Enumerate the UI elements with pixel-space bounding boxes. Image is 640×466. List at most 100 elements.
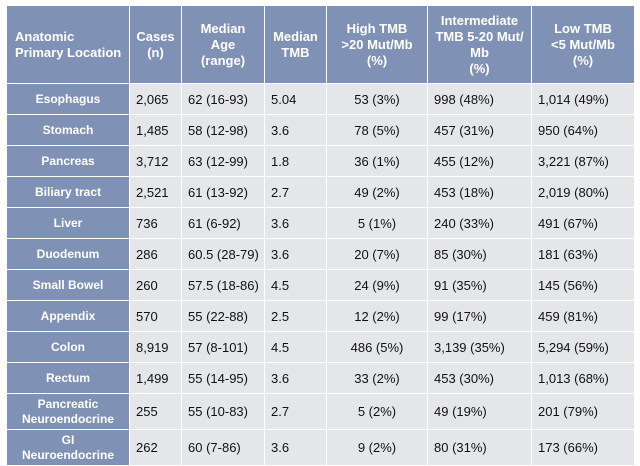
cell-text-line: Neuroendocrine (21, 411, 114, 426)
cell-age: 57.5 (18-86) (181, 269, 265, 301)
cell-text-line: Pancreatic (37, 396, 99, 411)
cell-low: 173 (66%) (531, 429, 635, 466)
cell-high: 36 (1%) (326, 145, 428, 177)
table-row: Pancreas 3,712 63 (12-99) 1.8 36 (1%) 455 (12… (6, 145, 635, 177)
tmb-table: Anatomic Primary Location Cases (n) Median Ag… (6, 5, 635, 466)
cell-text-line: GI (61, 432, 75, 447)
cell-tmb: 3.6 (264, 362, 327, 394)
cell-text-line: Pancreas (41, 153, 95, 168)
cell-text-line: High TMB (346, 20, 408, 36)
table-body: Esophagus 2,065 62 (16-93) 5.04 53 (3%) 998 (… (6, 83, 635, 466)
cell-high: 486 (5%) (326, 331, 428, 363)
cell-text-line: Liver (53, 215, 83, 230)
table-row: Stomach 1,485 58 (12-98) 3.6 78 (5%) 457 (31%… (6, 114, 635, 146)
cell-text-line: Rectum (45, 370, 90, 385)
cell-low: 145 (56%) (531, 269, 635, 301)
cell-age: 62 (16-93) (181, 83, 265, 115)
row-header-location: Stomach (6, 114, 130, 146)
cell-high: 53 (3%) (326, 83, 428, 115)
cell-tmb: 5.04 (264, 83, 327, 115)
cell-age: 55 (10-83) (181, 393, 265, 430)
cell-cases: 255 (129, 393, 182, 430)
column-header-high-tmb: High TMB >20 Mut/Mb (%) (326, 5, 428, 84)
cell-text-line: (n) (147, 44, 164, 60)
cell-low: 1,014 (49%) (531, 83, 635, 115)
cell-text-line: TMB 5-20 Mut/ (435, 28, 524, 44)
column-header-location: Anatomic Primary Location (6, 5, 130, 84)
cell-text-line: (%) (469, 60, 490, 76)
row-header-location: Rectum (6, 362, 130, 394)
table-row: Appendix 570 55 (22-88) 2.5 12 (2%) 99 (17%) 4… (6, 300, 635, 332)
cell-low: 5,294 (59%) (531, 331, 635, 363)
cell-text-line: Appendix (40, 308, 96, 323)
table-row: Small Bowel 260 57.5 (18-86) 4.5 24 (9%) 91 (… (6, 269, 635, 301)
table-row: Esophagus 2,065 62 (16-93) 5.04 53 (3%) 998 (… (6, 83, 635, 115)
cell-text-line: Median (200, 20, 246, 36)
table-row: Colon 8,919 57 (8-101) 4.5 486 (5%) 3,139 (35… (6, 331, 635, 363)
cell-high: 9 (2%) (326, 429, 428, 466)
column-header-cases: Cases (n) (129, 5, 182, 84)
cell-low: 201 (79%) (531, 393, 635, 430)
cell-tmb: 4.5 (264, 331, 327, 363)
cell-high: 12 (2%) (326, 300, 428, 332)
column-header-intermediate-tmb: Intermediate TMB 5-20 Mut/Mb (%) (427, 5, 532, 84)
cell-text-line: Colon (51, 339, 85, 354)
cell-cases: 1,499 (129, 362, 182, 394)
cell-low: 181 (63%) (531, 238, 635, 270)
column-header-low-tmb: Low TMB <5 Mut/Mb (%) (531, 5, 635, 84)
cell-low: 1,013 (68%) (531, 362, 635, 394)
cell-age: 60 (7-86) (181, 429, 265, 466)
cell-tmb: 1.8 (264, 145, 327, 177)
cell-intermediate: 91 (35%) (427, 269, 532, 301)
cell-text-line: (%) (572, 52, 594, 68)
cell-cases: 736 (129, 207, 182, 239)
cell-cases: 260 (129, 269, 182, 301)
cell-tmb: 3.6 (264, 114, 327, 146)
table-row: GI Neuroendocrine 262 60 (7-86) 3.6 9 (2%) 80 … (6, 429, 635, 466)
cell-high: 5 (2%) (326, 393, 428, 430)
cell-intermediate: 240 (33%) (427, 207, 532, 239)
cell-text-line: Mb (470, 44, 489, 60)
cell-text-line: Esophagus (35, 91, 101, 106)
cell-text-line: Age (210, 36, 236, 52)
cell-intermediate: 85 (30%) (427, 238, 532, 270)
column-header-median-tmb: Median TMB (264, 5, 327, 84)
table-row: Biliary tract 2,521 61 (13-92) 2.7 49 (2%) 45… (6, 176, 635, 208)
cell-low: 491 (67%) (531, 207, 635, 239)
cell-cases: 3,712 (129, 145, 182, 177)
cell-intermediate: 3,139 (35%) (427, 331, 532, 363)
cell-text-line: Primary Location (15, 44, 122, 60)
cell-cases: 8,919 (129, 331, 182, 363)
cell-age: 60.5 (28-79) (181, 238, 265, 270)
cell-cases: 2,521 (129, 176, 182, 208)
cell-age: 58 (12-98) (181, 114, 265, 146)
cell-tmb: 3.6 (264, 207, 327, 239)
cell-text-line: Anatomic (15, 28, 75, 44)
cell-text-line: Small Bowel (32, 277, 104, 292)
cell-age: 57 (8-101) (181, 331, 265, 363)
cell-text-line: (range) (200, 52, 246, 68)
row-header-location: Colon (6, 331, 130, 363)
table-row: Duodenum 286 60.5 (28-79) 3.6 20 (7%) 85 (30%… (6, 238, 635, 270)
cell-text-line: (%) (366, 52, 388, 68)
cell-cases: 570 (129, 300, 182, 332)
table-row: Liver 736 61 (6-92) 3.6 5 (1%) 240 (33%) 491 (… (6, 207, 635, 239)
cell-intermediate: 49 (19%) (427, 393, 532, 430)
row-header-location: Small Bowel (6, 269, 130, 301)
cell-text-line: TMB (281, 44, 310, 60)
cell-age: 61 (13-92) (181, 176, 265, 208)
cell-cases: 262 (129, 429, 182, 466)
cell-age: 55 (14-95) (181, 362, 265, 394)
row-header-location: Liver (6, 207, 130, 239)
header-row: Anatomic Primary Location Cases (n) Median Ag… (6, 5, 635, 84)
row-header-location: Esophagus (6, 83, 130, 115)
cell-tmb: 2.7 (264, 176, 327, 208)
cell-intermediate: 457 (31%) (427, 114, 532, 146)
cell-text-line: Median (273, 28, 318, 44)
cell-tmb: 3.6 (264, 238, 327, 270)
cell-cases: 286 (129, 238, 182, 270)
cell-text-line: Low TMB (554, 20, 612, 36)
cell-high: 78 (5%) (326, 114, 428, 146)
cell-high: 5 (1%) (326, 207, 428, 239)
cell-intermediate: 455 (12%) (427, 145, 532, 177)
